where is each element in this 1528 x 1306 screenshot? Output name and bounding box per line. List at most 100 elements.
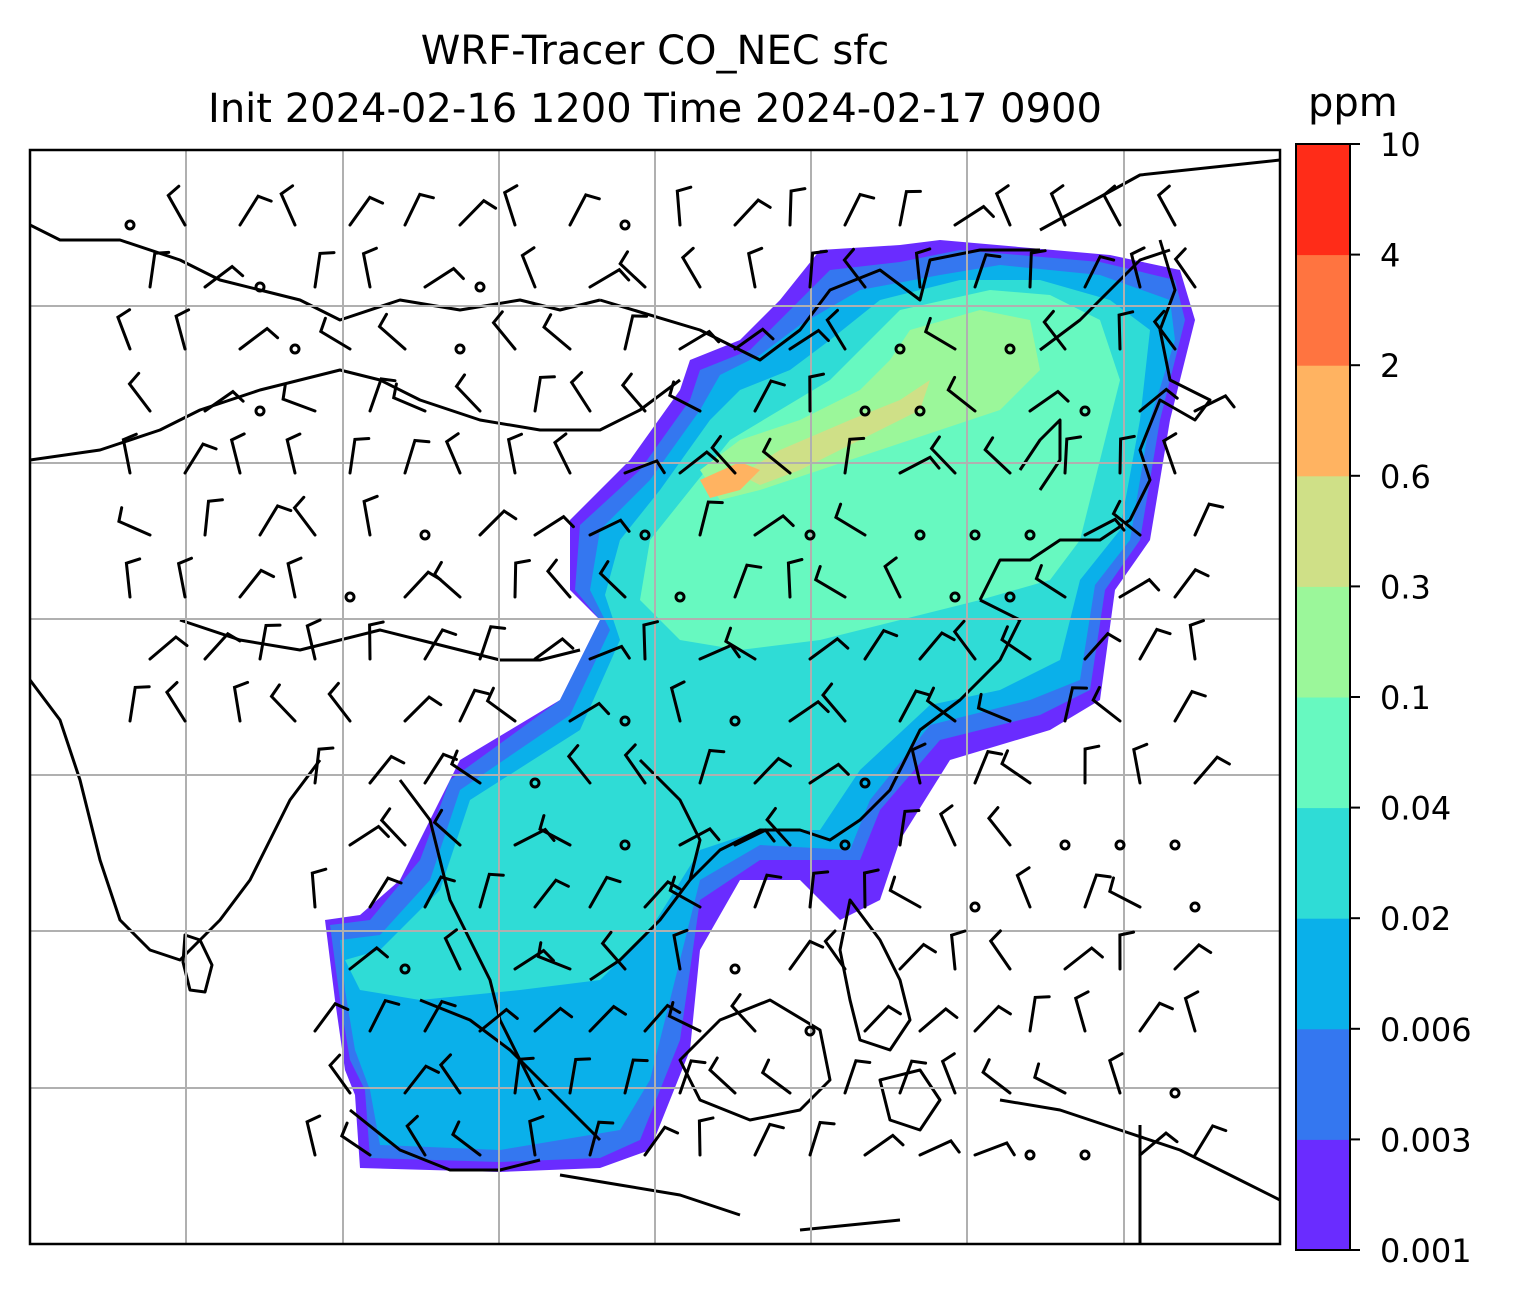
sulawesi <box>878 1068 942 1132</box>
wind-barb <box>391 382 427 413</box>
calm-wind-circle <box>839 839 851 851</box>
wind-barb <box>1138 627 1172 661</box>
wind-barb <box>1138 1131 1179 1157</box>
calm-wind-circle <box>949 591 961 603</box>
wind-barb <box>1028 389 1070 413</box>
wind-barb <box>528 1115 545 1157</box>
wind-barb <box>569 371 592 413</box>
wind-barb <box>128 685 151 723</box>
wind-barb <box>898 809 921 847</box>
wind-barb <box>994 184 1012 227</box>
calm-wind-circle <box>969 529 981 541</box>
wind-barb <box>478 1007 519 1033</box>
wind-barb <box>988 929 1012 971</box>
wind-barb <box>825 308 847 351</box>
wind-barb <box>623 1058 649 1095</box>
calm-wind-circle <box>1004 591 1016 603</box>
colorbar: 0.001 0.003 0.006 0.02 0.04 0.1 0.3 0.6 2 4 10 <box>1295 126 1472 1270</box>
wind-barb <box>348 824 390 847</box>
wind-barb <box>808 372 825 413</box>
wind-barb <box>898 942 937 971</box>
wind-barb <box>973 1141 1016 1157</box>
colorbar-tick-label: 0.6 <box>1380 458 1431 496</box>
wind-barb <box>753 1122 785 1157</box>
wind-barb <box>1028 249 1047 289</box>
wind-barb <box>1173 689 1207 723</box>
calm-wind-circle <box>674 591 686 603</box>
wind-barb <box>117 506 152 537</box>
concentration-field <box>325 240 1195 1172</box>
wind-barb <box>533 878 570 909</box>
wind-barb <box>753 756 792 785</box>
wind-barb <box>1083 631 1122 661</box>
wind-barb <box>1033 1062 1067 1095</box>
vietnam-coast <box>589 758 702 982</box>
timor <box>799 1218 901 1232</box>
colorbar-tick-label: 0.04 <box>1380 790 1451 828</box>
wind-barb <box>843 436 866 475</box>
colorbar-tick-label: 4 <box>1380 237 1400 275</box>
wind-barb <box>451 1120 482 1157</box>
wind-barb <box>1193 1124 1228 1157</box>
wind-barb <box>623 314 649 351</box>
wind-barb <box>485 686 517 723</box>
wind-barb <box>1193 755 1231 785</box>
wind-barb <box>506 432 523 475</box>
wind-barb <box>1083 873 1112 909</box>
wind-barb <box>746 246 764 289</box>
calm-wind-circle <box>1079 405 1091 417</box>
wind-barb <box>788 328 830 351</box>
colorbar-tick-label: 2 <box>1380 347 1400 385</box>
wind-barb <box>808 870 830 909</box>
wind-barb <box>753 513 795 537</box>
wind-barb <box>986 806 1012 847</box>
wind-barb <box>710 435 737 475</box>
colorbar-segment <box>1296 918 1350 1030</box>
wind-barb <box>403 438 431 475</box>
wind-barb <box>863 1133 905 1157</box>
wind-barb <box>361 246 378 289</box>
wind-barb <box>623 743 647 785</box>
calm-wind-circle <box>1024 1149 1036 1161</box>
wind-barb <box>668 875 702 909</box>
wind-barb <box>918 1006 959 1033</box>
wind-barb <box>642 620 659 661</box>
wind-barb <box>533 375 556 413</box>
wind-barb <box>403 695 443 723</box>
wind-barb <box>733 327 775 351</box>
wind-barb <box>753 873 783 909</box>
wind-barb <box>667 1001 702 1033</box>
wind-barb <box>698 748 726 785</box>
wind-barb <box>983 436 1012 475</box>
wind-barb <box>339 1121 372 1157</box>
wind-barb <box>923 316 957 351</box>
wind-barb <box>176 556 193 599</box>
wind-barb <box>368 998 401 1033</box>
wind-barb <box>761 437 792 475</box>
colorbar-segment <box>1296 1028 1350 1140</box>
wind-barb <box>678 827 721 847</box>
wind-barb <box>672 928 689 971</box>
wind-barb <box>328 1053 352 1095</box>
borneo <box>678 998 832 1122</box>
wind-barb <box>513 559 531 599</box>
wind-barb <box>533 636 575 661</box>
calm-wind-circle <box>619 219 631 231</box>
calm-wind-circle <box>914 405 926 417</box>
wind-barb <box>883 556 902 599</box>
calm-wind-circle <box>1169 839 1181 851</box>
wind-barb <box>348 437 371 475</box>
wind-barb <box>305 618 322 661</box>
wind-barb <box>588 1120 615 1157</box>
wind-barb <box>203 264 245 289</box>
calm-wind-circle <box>1169 1087 1181 1099</box>
wind-barb <box>443 928 462 971</box>
wind-barb <box>1063 686 1088 723</box>
malay-peninsula <box>419 998 602 1142</box>
japan <box>1039 248 1171 352</box>
wind-barb <box>203 389 245 413</box>
wind-barb <box>458 688 490 723</box>
wind-barb <box>513 1056 535 1095</box>
wind-barb <box>1042 309 1067 351</box>
wind-barb <box>1161 432 1178 475</box>
